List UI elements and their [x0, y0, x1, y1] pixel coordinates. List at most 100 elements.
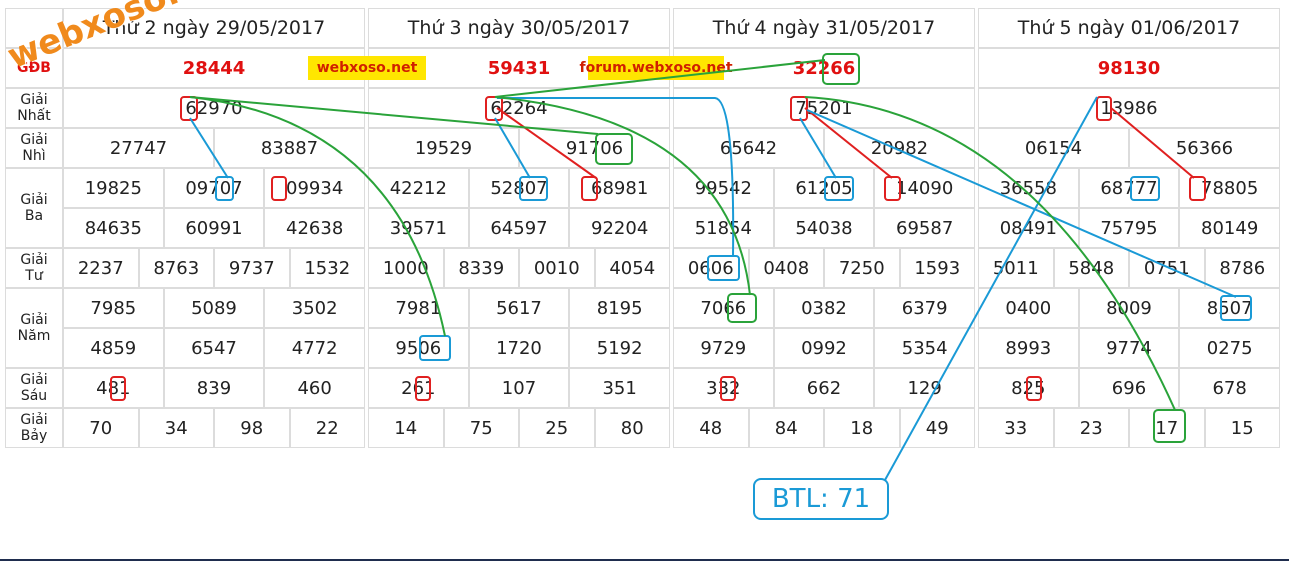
- prize-number: 7066: [673, 288, 774, 328]
- prize-number: 5354: [874, 328, 975, 368]
- prize-number: 68777: [1078, 168, 1180, 208]
- prize-number: 27747: [63, 128, 214, 168]
- prize-number: 1593: [899, 248, 975, 288]
- prize-number: 22: [289, 408, 365, 448]
- prize-number: 481: [63, 368, 164, 408]
- prize-number: 460: [264, 368, 365, 408]
- prize-number: 15: [1204, 408, 1280, 448]
- prize-number: 92204: [569, 208, 670, 248]
- prize-number: 351: [569, 368, 670, 408]
- prize-number: 17: [1129, 408, 1205, 448]
- prize-number: 8763: [138, 248, 214, 288]
- prize-number: 54038: [773, 208, 875, 248]
- row-label: Giải Nhì: [5, 128, 63, 168]
- prize-number: 14: [368, 408, 444, 448]
- day-header: Thứ 5 ngày 01/06/2017: [978, 8, 1280, 48]
- prize-number: 7981: [368, 288, 469, 328]
- bottom-rule: [0, 559, 1289, 561]
- prize-number: 70: [63, 408, 139, 448]
- prize-number: 7250: [824, 248, 900, 288]
- prize-number: 5192: [569, 328, 670, 368]
- corner-cell: [5, 8, 63, 48]
- badge: webxoso.net: [308, 56, 426, 80]
- prize-number: 0606: [673, 248, 749, 288]
- prize-number: 80149: [1179, 208, 1280, 248]
- prize-number: 4054: [594, 248, 670, 288]
- prize-number: 42212: [368, 168, 469, 208]
- prize-number: 678: [1179, 368, 1280, 408]
- prize-number: 84635: [63, 208, 164, 248]
- prize-number: 8507: [1179, 288, 1280, 328]
- prize-number: 09707: [163, 168, 265, 208]
- prize-number: 9506: [368, 328, 469, 368]
- day-header: Thứ 2 ngày 29/05/2017: [63, 8, 365, 48]
- prize-number: 20982: [824, 128, 975, 168]
- badge: forum.webxoso.net: [580, 56, 733, 80]
- prize-number: 48: [673, 408, 749, 448]
- prize-number: 0275: [1179, 328, 1280, 368]
- row-label: Giải Ba: [5, 168, 63, 248]
- prize-number: 0010: [519, 248, 595, 288]
- prize-number: 14090: [874, 168, 975, 208]
- prize-number: 9729: [673, 328, 774, 368]
- prize-number: 2237: [63, 248, 139, 288]
- prize-number: 8339: [443, 248, 519, 288]
- prize-number: 68981: [569, 168, 670, 208]
- prize-number: 83887: [214, 128, 365, 168]
- prize-number: 99542: [673, 168, 774, 208]
- prize-number: 9737: [214, 248, 290, 288]
- prize-number: 8993: [978, 328, 1079, 368]
- prize-number: 18: [824, 408, 900, 448]
- prize-number: 25: [519, 408, 595, 448]
- prize-number: 51854: [673, 208, 774, 248]
- prize-number: 8786: [1204, 248, 1280, 288]
- special-prize: 98130: [978, 48, 1280, 88]
- prize-number: 0400: [978, 288, 1079, 328]
- prize-number: 0992: [773, 328, 875, 368]
- prize-number: 23: [1053, 408, 1129, 448]
- row-label: Giải Bảy: [5, 408, 63, 448]
- prize-number: 33: [978, 408, 1054, 448]
- prize-number: 91706: [519, 128, 670, 168]
- prize-number: 61205: [773, 168, 875, 208]
- prize-number: 5848: [1053, 248, 1129, 288]
- prize-number: 1000: [368, 248, 444, 288]
- day-header: Thứ 4 ngày 31/05/2017: [673, 8, 975, 48]
- prize-number: 98: [214, 408, 290, 448]
- row-label: Giải Nhất: [5, 88, 63, 128]
- prize-number: 1720: [468, 328, 570, 368]
- prize-number: 825: [978, 368, 1079, 408]
- prize-number: 75201: [673, 88, 975, 128]
- prize-number: 19825: [63, 168, 164, 208]
- row-label: Giải Năm: [5, 288, 63, 368]
- prize-number: 332: [673, 368, 774, 408]
- prize-number: 39571: [368, 208, 469, 248]
- prize-number: 52807: [468, 168, 570, 208]
- row-label: Giải Tư: [5, 248, 63, 288]
- prize-number: 8195: [569, 288, 670, 328]
- prize-number: 5089: [163, 288, 265, 328]
- prize-number: 839: [163, 368, 265, 408]
- prize-number: 696: [1078, 368, 1180, 408]
- prize-number: 49: [899, 408, 975, 448]
- row-label: Giải Sáu: [5, 368, 63, 408]
- prize-number: 4772: [264, 328, 365, 368]
- prize-number: 7985: [63, 288, 164, 328]
- prize-number: 60991: [163, 208, 265, 248]
- prize-number: 6379: [874, 288, 975, 328]
- prize-number: 78805: [1179, 168, 1280, 208]
- prize-number: 65642: [673, 128, 824, 168]
- prize-number: 56366: [1129, 128, 1280, 168]
- prize-number: 3502: [264, 288, 365, 328]
- prize-number: 34: [138, 408, 214, 448]
- prize-number: 75: [443, 408, 519, 448]
- prize-number: 0408: [748, 248, 824, 288]
- prize-number: 06154: [978, 128, 1129, 168]
- prize-number: 84: [748, 408, 824, 448]
- prize-number: 5617: [468, 288, 570, 328]
- prize-number: 80: [594, 408, 670, 448]
- prize-number: 261: [368, 368, 469, 408]
- prize-number: 42638: [264, 208, 365, 248]
- prize-number: 09934: [264, 168, 365, 208]
